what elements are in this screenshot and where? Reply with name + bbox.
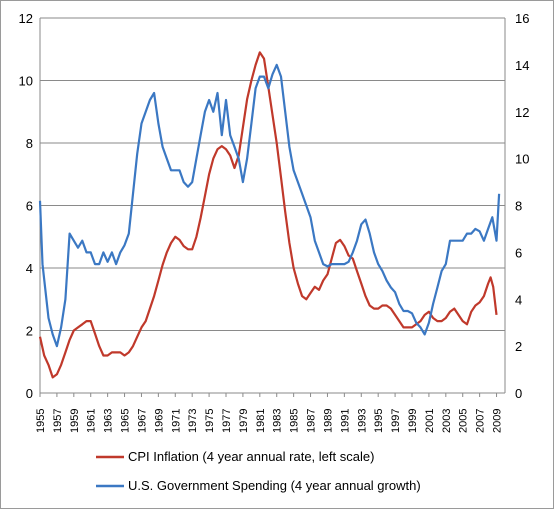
- series-lines: [38, 51, 501, 379]
- x-tick-label: 1977: [221, 409, 233, 433]
- legend: CPI Inflation (4 year annual rate, left …: [96, 449, 421, 493]
- x-tick-label: 1961: [86, 409, 98, 433]
- x-tick-label: 1995: [373, 409, 385, 433]
- x-tick-label: 1989: [322, 409, 334, 433]
- x-tick-label: 1975: [204, 409, 216, 433]
- right-tick-label: 14: [515, 58, 529, 73]
- left-tick-label: 0: [26, 386, 33, 401]
- left-axis-tick-labels: 0 2 4 6 8 10 12: [19, 11, 33, 401]
- x-tick-label: 2009: [492, 409, 504, 433]
- x-tick-label: 2003: [441, 409, 453, 433]
- left-tick-label: 6: [26, 199, 33, 214]
- x-tick-label: 1985: [289, 409, 301, 433]
- x-tick-label: 1971: [170, 409, 182, 433]
- right-tick-label: 8: [515, 199, 522, 214]
- legend-label: CPI Inflation (4 year annual rate, left …: [128, 449, 374, 464]
- left-tick-label: 12: [19, 11, 33, 26]
- left-tick-label: 2: [26, 324, 33, 339]
- x-tick-label: 1963: [103, 409, 115, 433]
- x-tick-label: 1967: [136, 409, 148, 433]
- x-tick-label: 1955: [35, 409, 47, 433]
- x-tick-label: 1999: [407, 409, 419, 433]
- left-tick-label: 4: [26, 261, 33, 276]
- x-tick-label: 1959: [69, 409, 81, 433]
- right-tick-label: 16: [515, 11, 529, 26]
- x-axis-tick-labels: 1955 1957 1959 1961 1963 1965 1967 1969 1971 1973…: [35, 393, 504, 433]
- series-line-cpi-inflation: [38, 51, 498, 379]
- x-tick-label: 1965: [120, 409, 132, 433]
- right-tick-label: 12: [515, 105, 529, 120]
- right-tick-label: 4: [515, 292, 522, 307]
- x-tick-label: 2007: [475, 409, 487, 433]
- x-tick-label: 1997: [390, 409, 402, 433]
- legend-label: U.S. Government Spending (4 year annual …: [128, 478, 421, 493]
- x-tick-label: 1983: [272, 409, 284, 433]
- right-tick-label: 2: [515, 339, 522, 354]
- left-tick-label: 10: [19, 74, 33, 89]
- right-tick-label: 6: [515, 245, 522, 260]
- x-tick-label: 2005: [458, 409, 470, 433]
- x-tick-label: 1973: [187, 409, 199, 433]
- right-tick-label: 10: [515, 152, 529, 167]
- right-axis-tick-labels: 0 2 4 6 8 10 12 14 16: [515, 11, 529, 401]
- x-tick-label: 1993: [356, 409, 368, 433]
- series-line-government-spending: [38, 63, 501, 348]
- x-tick-label: 1987: [306, 409, 318, 433]
- x-tick-label: 1957: [52, 409, 64, 433]
- right-tick-label: 0: [515, 386, 522, 401]
- left-tick-label: 8: [26, 136, 33, 151]
- x-tick-label: 1969: [153, 409, 165, 433]
- x-tick-label: 2001: [424, 409, 436, 433]
- x-tick-label: 1981: [255, 409, 267, 433]
- x-tick-label: 1991: [339, 409, 351, 433]
- x-tick-label: 1979: [238, 409, 250, 433]
